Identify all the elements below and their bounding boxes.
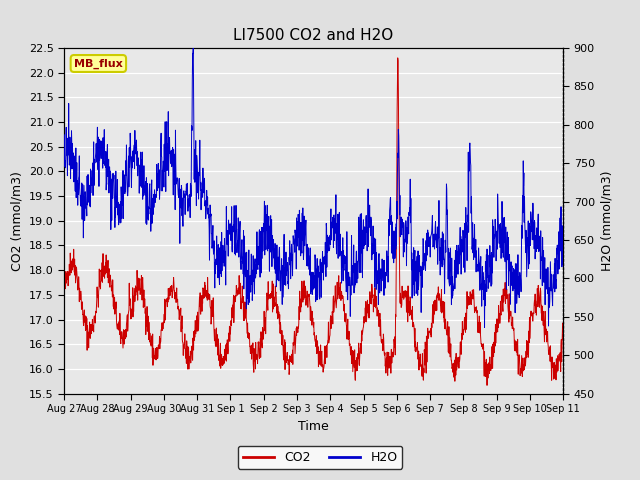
Legend: CO2, H2O: CO2, H2O: [237, 446, 403, 469]
Y-axis label: H2O (mmol/m3): H2O (mmol/m3): [600, 170, 613, 271]
Title: LI7500 CO2 and H2O: LI7500 CO2 and H2O: [234, 28, 394, 43]
Text: MB_flux: MB_flux: [74, 59, 123, 69]
X-axis label: Time: Time: [298, 420, 329, 432]
Y-axis label: CO2 (mmol/m3): CO2 (mmol/m3): [10, 171, 23, 271]
